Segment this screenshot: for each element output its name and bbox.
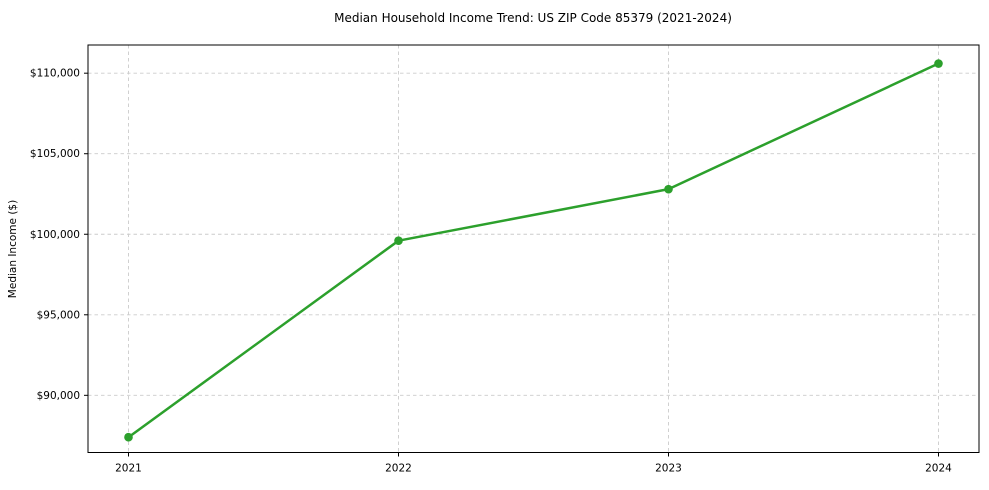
y-tick-label: $105,000 (30, 148, 80, 160)
data-point (664, 184, 673, 194)
data-layer (124, 59, 943, 442)
y-tick-label: $100,000 (30, 229, 80, 241)
y-tick-label: $110,000 (30, 68, 80, 80)
x-tick-label: 2021 (115, 463, 142, 475)
x-tick-label: 2024 (925, 463, 952, 475)
tick-layer: $90,000 $95,000 $100,000 $105,000 $110,000 20… (30, 68, 952, 475)
data-point (124, 432, 133, 442)
y-tick-label: $95,000 (37, 309, 80, 321)
data-point (934, 59, 943, 68)
trend-line (127, 62, 940, 439)
plot-border (87, 44, 980, 453)
data-point (394, 236, 403, 245)
frame-layer (87, 44, 980, 453)
y-tick-label: $90,000 (37, 390, 80, 402)
x-tick-label: 2023 (655, 463, 682, 475)
x-tick-label: 2022 (385, 463, 412, 475)
chart-title: Median Household Income Trend: US ZIP Co… (334, 11, 732, 25)
y-axis-label: Median Income ($) (7, 200, 19, 298)
grid-layer (88, 45, 979, 453)
